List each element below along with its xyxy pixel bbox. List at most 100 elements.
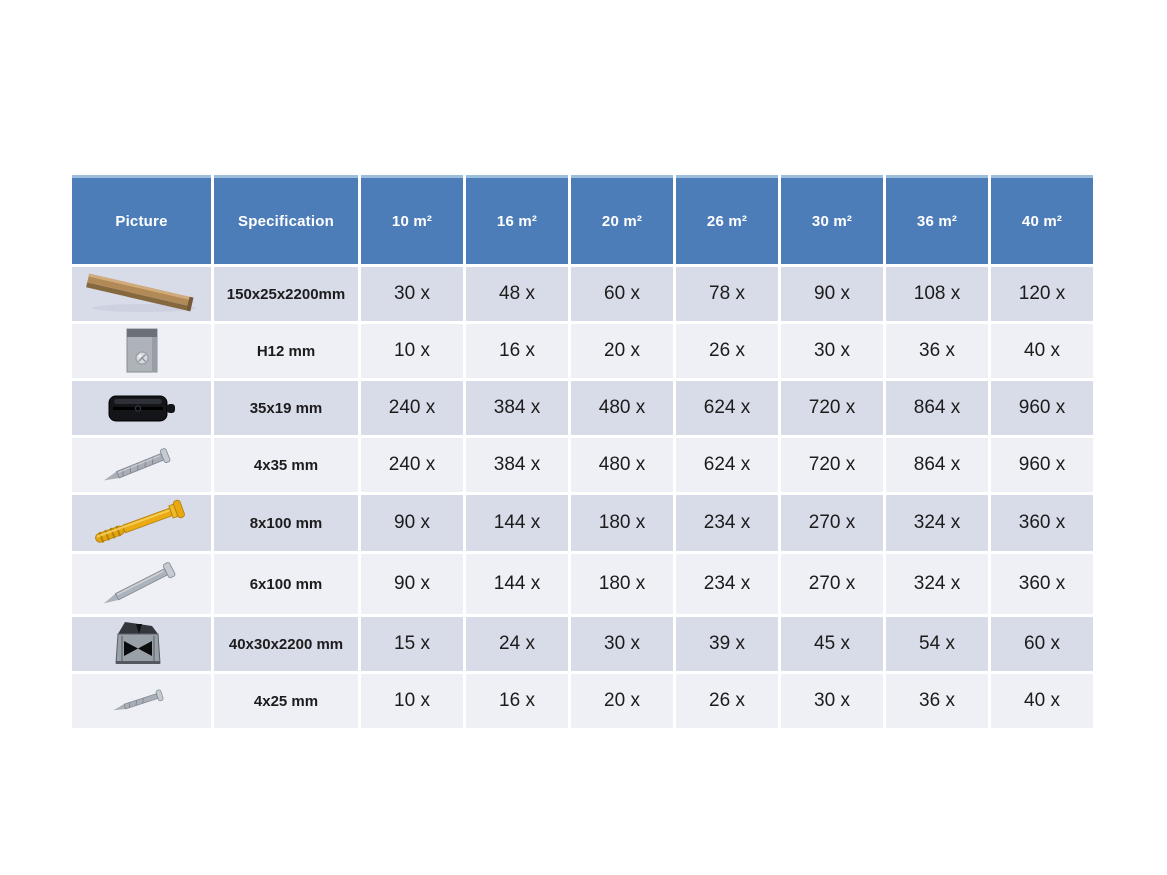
quantity-cell: 54 x [886, 617, 988, 671]
quantity-cell: 864 x [886, 381, 988, 435]
decking-board-icon [85, 273, 196, 312]
quantity-cell: 30 x [781, 324, 883, 378]
quantity-cell: 144 x [466, 495, 568, 551]
quantity-cell: 90 x [361, 554, 463, 614]
spec-cell: 150x25x2200mm [214, 267, 358, 321]
quantity-cell: 90 x [781, 267, 883, 321]
quantity-cell: 39 x [676, 617, 778, 671]
quantity-cell: 24 x [466, 617, 568, 671]
quantity-cell: 26 x [676, 674, 778, 728]
quantity-cell: 90 x [361, 495, 463, 551]
column-header-30-m: 30 m² [781, 175, 883, 264]
h12-clip-icon [126, 328, 157, 373]
picture-cell [72, 267, 211, 321]
screw-6x100-icon [103, 562, 175, 604]
quantity-cell: 36 x [886, 324, 988, 378]
quantity-cell: 144 x [466, 554, 568, 614]
quantity-cell: 324 x [886, 554, 988, 614]
quantity-cell: 360 x [991, 554, 1093, 614]
quantity-cell: 384 x [466, 381, 568, 435]
quantity-cell: 480 x [571, 381, 673, 435]
column-header-specification: Specification [214, 175, 358, 264]
spec-cell: 4x35 mm [214, 438, 358, 492]
quantity-cell: 60 x [991, 617, 1093, 671]
column-header-20-m: 20 m² [571, 175, 673, 264]
table-row-4x25-mm: 4x25 mm 10 x 16 x 20 x 26 x 30 x 36 x 40 x [72, 674, 1093, 728]
table-row-40x30x2200-mm: 40x30x2200 mm 15 x 24 x 30 x 39 x 45 x 54 x 60 … [72, 617, 1093, 671]
quantity-cell: 20 x [571, 324, 673, 378]
quantity-cell: 624 x [676, 438, 778, 492]
quantity-cell: 108 x [886, 267, 988, 321]
quantity-cell: 270 x [781, 495, 883, 551]
quantity-cell: 78 x [676, 267, 778, 321]
quantity-cell: 10 x [361, 324, 463, 378]
quantity-cell: 180 x [571, 554, 673, 614]
screw-4x35-icon [103, 448, 170, 481]
quantity-cell: 45 x [781, 617, 883, 671]
quantity-cell: 20 x [571, 674, 673, 728]
spec-cell: H12 mm [214, 324, 358, 378]
spec-cell: 6x100 mm [214, 554, 358, 614]
quantity-cell: 40 x [991, 674, 1093, 728]
quantity-cell: 30 x [361, 267, 463, 321]
spec-cell: 8x100 mm [214, 495, 358, 551]
table-row-150x25x2200mm: 150x25x2200mm 30 x 48 x 60 x 78 x 90 x 108 x 12… [72, 267, 1093, 321]
picture-cell [72, 495, 211, 551]
table-row-35x19-mm: 35x19 mm 240 x 384 x 480 x 624 x 720 x 864 x 96… [72, 381, 1093, 435]
quantity-cell: 960 x [991, 381, 1093, 435]
quantity-cell: 240 x [361, 381, 463, 435]
column-header-26-m: 26 m² [676, 175, 778, 264]
black-clip-icon [108, 395, 175, 422]
quantity-cell: 30 x [571, 617, 673, 671]
picture-cell [72, 438, 211, 492]
table-row-8x100-mm: 8x100 mm 90 x 144 x 180 x 234 x 270 x 324 x 360… [72, 495, 1093, 551]
column-header-36-m: 36 m² [886, 175, 988, 264]
picture-cell [72, 674, 211, 728]
quantity-cell: 40 x [991, 324, 1093, 378]
spec-cell: 4x25 mm [214, 674, 358, 728]
quantity-cell: 324 x [886, 495, 988, 551]
quantity-cell: 960 x [991, 438, 1093, 492]
picture-cell [72, 617, 211, 671]
quantity-cell: 30 x [781, 674, 883, 728]
quantity-cell: 480 x [571, 438, 673, 492]
quantity-cell: 26 x [676, 324, 778, 378]
quantity-cell: 10 x [361, 674, 463, 728]
quantity-cell: 864 x [886, 438, 988, 492]
table-row-4x35-mm: 4x35 mm 240 x 384 x 480 x 624 x 720 x 864 x 960… [72, 438, 1093, 492]
quantity-cell: 234 x [676, 495, 778, 551]
quantity-cell: 60 x [571, 267, 673, 321]
picture-cell [72, 554, 211, 614]
picture-cell [72, 324, 211, 378]
decking-components-quantity-table: Picture Specification 10 m² 16 m² 20 m² 26 m²… [69, 172, 1096, 731]
quantity-cell: 720 x [781, 381, 883, 435]
quantity-cell: 360 x [991, 495, 1093, 551]
quantity-cell: 384 x [466, 438, 568, 492]
picture-cell [72, 381, 211, 435]
quantity-cell: 16 x [466, 674, 568, 728]
spec-cell: 35x19 mm [214, 381, 358, 435]
quantity-cell: 180 x [571, 495, 673, 551]
column-header-40-m: 40 m² [991, 175, 1093, 264]
column-header-10-m: 10 m² [361, 175, 463, 264]
hammer-plug-icon [94, 499, 185, 543]
table-row-6x100-mm: 6x100 mm 90 x 144 x 180 x 234 x 270 x 324 x 360… [72, 554, 1093, 614]
table-row-h12-mm: H12 mm 10 x 16 x 20 x 26 x 30 x 36 x 40 x [72, 324, 1093, 378]
column-header-picture: Picture [72, 175, 211, 264]
quantity-cell: 720 x [781, 438, 883, 492]
column-header-16-m: 16 m² [466, 175, 568, 264]
quantity-cell: 624 x [676, 381, 778, 435]
quantity-cell: 48 x [466, 267, 568, 321]
table-header: Picture Specification 10 m² 16 m² 20 m² 26 m²… [72, 175, 1093, 264]
header-row: Picture Specification 10 m² 16 m² 20 m² 26 m²… [72, 175, 1093, 264]
quantity-cell: 270 x [781, 554, 883, 614]
quantity-cell: 234 x [676, 554, 778, 614]
joist-profile-icon [114, 622, 161, 664]
quantity-cell: 240 x [361, 438, 463, 492]
table-body: 150x25x2200mm 30 x 48 x 60 x 78 x 90 x 108 x 12… [72, 267, 1093, 728]
quantity-cell: 120 x [991, 267, 1093, 321]
spec-cell: 40x30x2200 mm [214, 617, 358, 671]
screw-4x25-icon [112, 689, 164, 711]
quantity-cell: 15 x [361, 617, 463, 671]
